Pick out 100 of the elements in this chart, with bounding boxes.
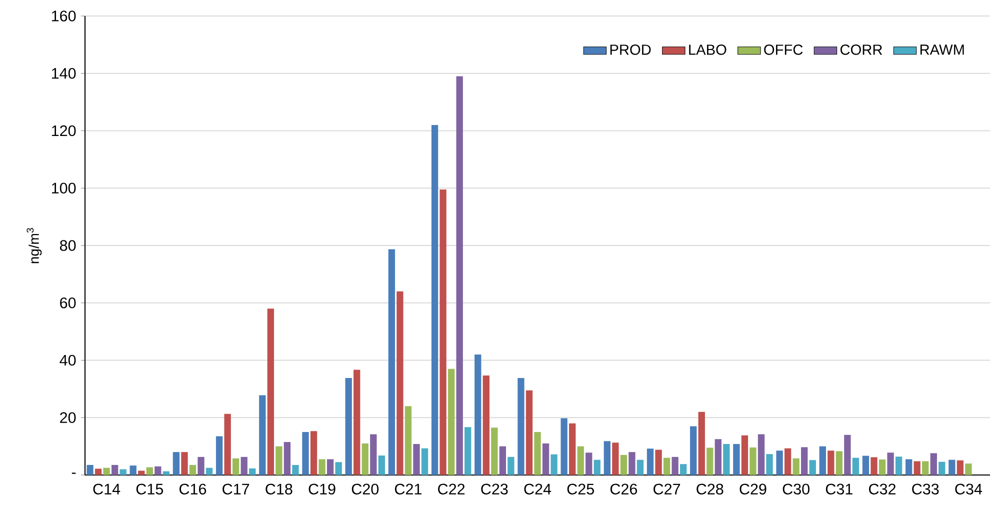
- bar: [388, 249, 396, 475]
- bar: [906, 459, 912, 475]
- bar: [284, 442, 291, 475]
- bar: [956, 460, 964, 475]
- bar: [267, 308, 274, 475]
- x-tick-label: C31: [826, 484, 852, 495]
- bar: [508, 456, 514, 475]
- legend-label: LABO: [689, 44, 726, 55]
- y-tick-label: 140: [52, 68, 76, 79]
- bar: [499, 446, 506, 475]
- legend-label: RAWM: [920, 44, 964, 55]
- bar: [474, 354, 482, 475]
- bar: [690, 426, 697, 475]
- bar: [550, 454, 558, 475]
- bar: [464, 427, 472, 475]
- bar: [714, 439, 722, 475]
- bar: [604, 441, 610, 475]
- y-tick-label: 80: [60, 240, 76, 251]
- bar: [138, 470, 145, 475]
- x-tick-label: C18: [266, 484, 292, 495]
- bar: [232, 458, 240, 475]
- bar: [560, 418, 568, 475]
- bar: [534, 432, 541, 475]
- bar: [836, 451, 843, 475]
- bar: [378, 455, 385, 475]
- bar: [646, 448, 654, 475]
- bar: [172, 452, 180, 475]
- bar: [655, 450, 662, 475]
- x-tick-label: C26: [610, 484, 638, 495]
- bar: [750, 447, 756, 475]
- bar: [120, 469, 126, 475]
- bar: [698, 412, 705, 475]
- x-tick-label: C33: [912, 484, 939, 495]
- x-tick-label: C14: [93, 484, 120, 495]
- x-tick-label: C19: [308, 484, 336, 495]
- y-tick-label: 40: [60, 354, 76, 366]
- bar: [162, 471, 170, 475]
- bar: [310, 431, 318, 475]
- bar: [216, 436, 223, 475]
- bar: [784, 448, 792, 475]
- legend-label: CORR: [840, 44, 882, 55]
- bar: [577, 446, 584, 475]
- y-tick-label: 120: [52, 125, 76, 136]
- bar: [130, 466, 136, 475]
- x-tick-label: C22: [438, 484, 465, 495]
- bar: [276, 446, 282, 475]
- bar: [413, 444, 420, 475]
- bar: [370, 434, 377, 475]
- bar: [776, 450, 783, 475]
- bar: [362, 443, 368, 475]
- bar: [198, 456, 204, 475]
- bar: [146, 467, 153, 475]
- bar: [318, 459, 326, 475]
- y-axis-title: ng/m$^{3}$: [26, 228, 42, 264]
- y-tick-label: 60: [60, 297, 76, 308]
- bar: [396, 291, 404, 475]
- x-tick-label: C16: [180, 484, 206, 495]
- legend-label: OFFC: [764, 44, 803, 55]
- bar: [862, 456, 870, 475]
- bar: [852, 458, 860, 475]
- bar: [526, 390, 533, 475]
- bar: [723, 444, 730, 475]
- y-tick-label: 20: [60, 412, 76, 424]
- bar: [819, 446, 826, 475]
- bar: [354, 370, 360, 475]
- bar: [440, 190, 446, 475]
- bar: [938, 462, 946, 475]
- bar: [421, 448, 428, 475]
- x-tick-label: C28: [696, 484, 724, 495]
- x-tick-label: C24: [524, 484, 552, 495]
- x-tick-label: C20: [352, 484, 379, 495]
- bar: [965, 464, 972, 475]
- bar: [404, 406, 412, 475]
- bar: [518, 378, 524, 475]
- bar: [111, 464, 118, 475]
- bar: [302, 432, 309, 475]
- bar: [948, 460, 956, 475]
- bar: [801, 447, 808, 475]
- x-tick-label: C15: [136, 484, 164, 495]
- bar: [828, 450, 834, 475]
- bar: [628, 452, 636, 475]
- bar: [887, 452, 894, 475]
- bar: [870, 457, 878, 475]
- y-tick-label: -: [72, 472, 76, 474]
- bar: [240, 456, 248, 475]
- bar: [326, 459, 334, 475]
- x-tick-label: C23: [481, 484, 508, 495]
- x-tick-label: C17: [222, 484, 250, 495]
- x-tick-label: C34: [955, 484, 982, 495]
- bar: [456, 76, 463, 475]
- bar: [189, 464, 196, 475]
- x-tick-label: C27: [654, 484, 680, 495]
- bar: [594, 460, 600, 475]
- bar: [620, 454, 628, 475]
- bar: [103, 468, 110, 475]
- bar: [335, 462, 342, 475]
- bar: [844, 434, 851, 475]
- bar: [878, 460, 886, 475]
- bar: [94, 468, 102, 475]
- y-tick-label: 160: [52, 10, 76, 22]
